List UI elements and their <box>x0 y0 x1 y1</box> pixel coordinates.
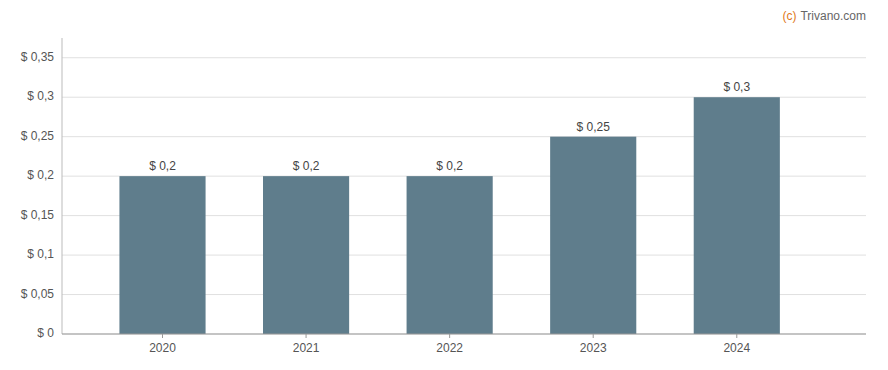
x-tick-label: 2020 <box>149 341 176 355</box>
annotation: Trivano.com <box>800 9 866 23</box>
y-tick-label: $ 0,3 <box>27 89 54 103</box>
y-tick-label: $ 0,2 <box>27 168 54 182</box>
y-tick-label: $ 0,25 <box>21 129 55 143</box>
bar <box>407 176 493 334</box>
y-tick-label: $ 0 <box>37 326 54 340</box>
x-tick <box>449 334 450 338</box>
y-axis-line <box>62 38 63 334</box>
x-axis-line <box>62 334 866 335</box>
x-tick <box>306 334 307 338</box>
data-label: $ 0,25 <box>577 120 611 134</box>
data-label: $ 0,2 <box>436 159 463 173</box>
watermark: (c) Trivano.com <box>782 9 866 23</box>
x-tick-label: 2023 <box>580 341 607 355</box>
x-tick-label: 2024 <box>723 341 750 355</box>
grid-line <box>62 57 866 58</box>
annotation: (c) <box>782 9 796 23</box>
y-tick-label: $ 0,35 <box>21 50 55 64</box>
x-tick-label: 2021 <box>293 341 320 355</box>
bars <box>119 97 779 334</box>
bar <box>119 176 205 334</box>
data-label: $ 0,3 <box>723 80 750 94</box>
bar <box>263 176 349 334</box>
y-axis: $ 0$ 0,05$ 0,1$ 0,15$ 0,2$ 0,25$ 0,3$ 0,… <box>21 38 866 340</box>
grid-line <box>62 334 866 335</box>
x-axis: 2020 2021 2022 2023 2024 <box>62 334 866 355</box>
x-tick <box>593 334 594 338</box>
y-tick-label: $ 0,05 <box>21 287 55 301</box>
x-tick <box>736 334 737 338</box>
chart: $ 0$ 0,05$ 0,1$ 0,15$ 0,2$ 0,25$ 0,3$ 0,… <box>0 0 888 370</box>
x-tick <box>162 334 163 338</box>
x-tick-label: 2022 <box>436 341 463 355</box>
y-tick-label: $ 0,1 <box>27 247 54 261</box>
bar <box>694 97 780 334</box>
bar <box>550 137 636 334</box>
data-labels: $ 0,2 $ 0,2 $ 0,2 $ 0,25 $ 0,3 <box>149 80 750 173</box>
data-label: $ 0,2 <box>149 159 176 173</box>
y-tick-label: $ 0,15 <box>21 208 55 222</box>
data-label: $ 0,2 <box>293 159 320 173</box>
